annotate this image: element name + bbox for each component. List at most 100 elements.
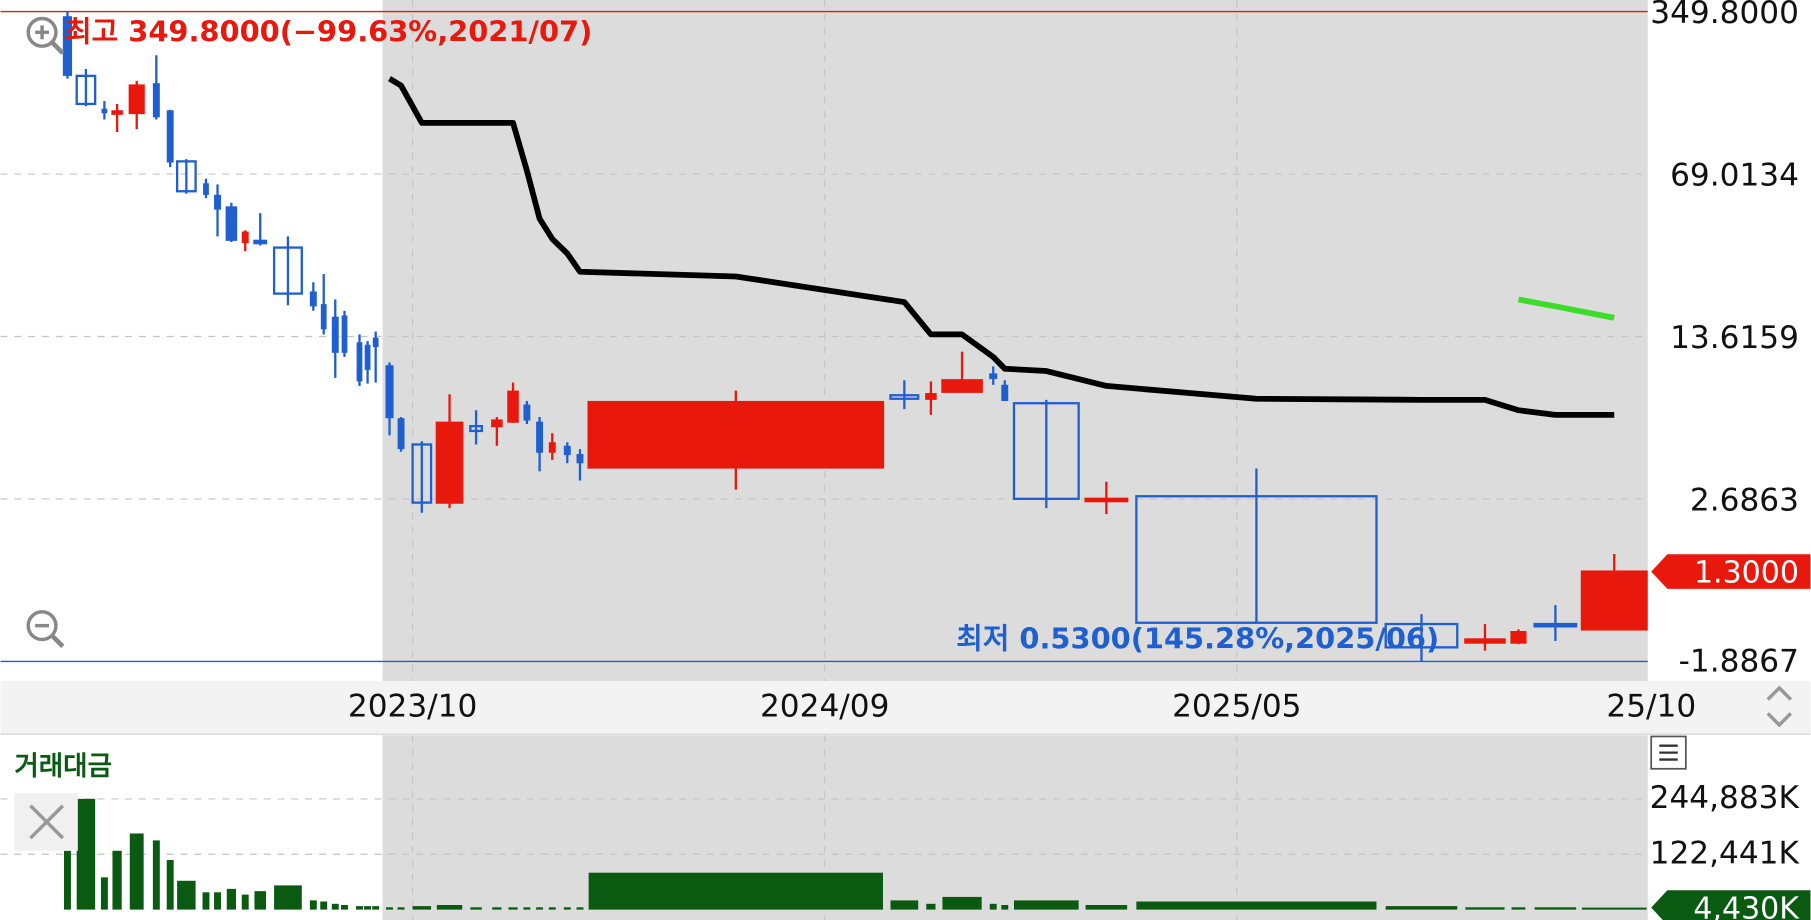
candle-body [1580,570,1648,631]
volume-bar [214,892,221,910]
close-icon[interactable] [14,793,78,851]
candle-body [152,83,160,118]
volume-bar [320,901,328,910]
candle-body [385,365,394,419]
volume-bar [989,903,997,910]
candle-body [536,421,544,453]
volume-bar [1085,904,1128,910]
candle-body [1533,622,1578,628]
x-axis-band [0,681,1811,735]
low-label: 최저 0.5300(145.28%,2025/06) [956,622,1439,656]
candle-body [101,108,108,114]
volume-bar [386,907,393,910]
volume-bar [536,907,544,910]
candle-body [1012,402,1080,500]
high-label: 최고 349.8000(−99.63%,2021/07) [65,14,592,48]
zoom-out-icon[interactable] [12,596,78,661]
candle-body [75,74,97,106]
candle-body [331,316,339,353]
volume-bar [177,880,196,910]
candle-body [241,231,249,244]
candle-body [62,16,73,76]
volume-tag [1651,890,1811,920]
candle-body [411,443,433,504]
volume-bar [356,906,363,910]
x-tick-label: 25/10 [1606,689,1696,725]
x-tick-label: 2023/10 [348,689,477,725]
y-tick-label: 69.0134 [1670,157,1799,193]
candle-body [507,390,519,423]
volume-bar [254,891,267,910]
candle-body [925,393,937,400]
volume-tick-label: 122,441K [1650,835,1801,871]
candle-body [225,206,238,241]
candle-body [563,445,571,456]
x-tick-label: 2024/09 [760,689,889,725]
price-tag-label: 1.3000 [1694,555,1799,590]
menu-icon[interactable] [1650,735,1687,770]
candle-body [941,379,983,393]
candle-body [166,110,174,163]
zoom-in-icon[interactable] [26,16,65,55]
volume-bar [1511,907,1526,910]
overlay-line [388,76,1615,418]
y-tick-label: 2.6863 [1690,482,1799,518]
volume-bar [364,906,372,910]
candle-body [214,194,221,210]
candle-body [309,291,317,307]
candle-body [356,342,363,382]
volume-bar [1136,901,1377,910]
volume-bar [100,877,108,910]
y-tick-label: 349.8000 [1650,0,1799,31]
y-tick-label: 13.6159 [1670,320,1799,356]
candle-body [1084,497,1129,503]
candle-body [320,304,327,330]
volume-bar [331,903,339,910]
candle-body [523,404,531,421]
volume-tick-label: 244,883K [1650,780,1801,816]
volume-bar [274,885,302,910]
candle-body [889,394,920,400]
volume-bar [890,900,919,910]
volume-tag-label: 4,430K [1693,891,1800,920]
volume-bar [241,894,249,910]
volume-bar [372,906,380,910]
volume-bar [523,907,531,910]
candle-body [1001,384,1009,402]
x-tick-label: 2025/05 [1172,689,1301,725]
volume-bar [341,904,348,910]
candle-body [435,421,464,504]
volume-bar [563,907,571,910]
candle-body [272,246,303,295]
candle-body [341,315,348,353]
candle-body [175,160,197,193]
volume-bar [76,798,96,910]
volume-bar [112,850,122,910]
candle-body [491,419,503,428]
scroll-arrows[interactable] [1766,685,1793,728]
volume-bar [508,907,518,910]
candle-body [548,442,556,453]
volume-bar [397,907,405,910]
volume-bar [942,896,982,910]
volume-bar [166,859,174,910]
volume-bar [1534,907,1577,910]
candle-body [111,110,123,115]
volume-bar [470,907,482,910]
candle-body [989,373,998,380]
candle-body [576,454,584,464]
candle-body [1135,495,1378,624]
volume-bar [63,850,71,910]
overlay-line [1517,296,1615,321]
candle-body [397,418,405,450]
volume-bar [588,872,883,910]
candle-body [364,344,371,370]
candle-body [1510,631,1527,644]
candle-body [253,239,268,245]
volume-bar [1001,904,1009,910]
volume-bar [412,906,432,910]
candle-body [203,183,209,195]
volume-label: 거래대금 [14,751,112,782]
